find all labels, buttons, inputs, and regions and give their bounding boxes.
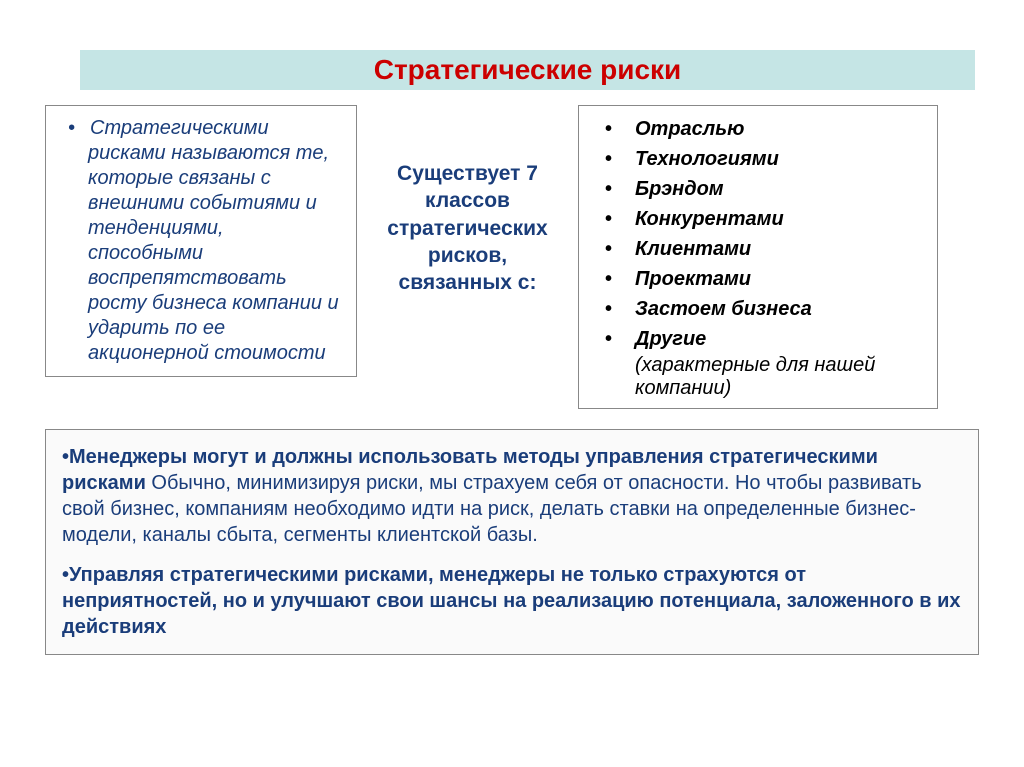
explanation-box: •Менеджеры могут и должны использовать м… bbox=[45, 429, 979, 655]
definition-text: Стратегическими рисками называются те, к… bbox=[68, 116, 342, 366]
center-label: Существует 7 классов стратегических риск… bbox=[375, 105, 560, 296]
list-item: Клиентами bbox=[605, 234, 925, 264]
classes-list: Отраслью Технологиями Брэндом Конкурента… bbox=[591, 114, 925, 400]
paragraph-2: •Управляя стратегическими рисками, менед… bbox=[62, 562, 962, 640]
definition-box: Стратегическими рисками называются те, к… bbox=[45, 105, 357, 377]
content-row: Стратегическими рисками называются те, к… bbox=[45, 105, 979, 409]
classes-box: Отраслью Технологиями Брэндом Конкурента… bbox=[578, 105, 938, 409]
list-item: Технологиями bbox=[605, 144, 925, 174]
title-bar: Стратегические риски bbox=[80, 50, 975, 90]
list-item: Брэндом bbox=[605, 174, 925, 204]
paragraph-1: •Менеджеры могут и должны использовать м… bbox=[62, 444, 962, 548]
list-item: Застоем бизнеса bbox=[605, 294, 925, 324]
page-title: Стратегические риски bbox=[80, 54, 975, 86]
list-item: Другие(характерные для нашей компании) bbox=[605, 324, 925, 400]
list-item: Проектами bbox=[605, 264, 925, 294]
list-item: Конкурентами bbox=[605, 204, 925, 234]
list-item: Отраслью bbox=[605, 114, 925, 144]
